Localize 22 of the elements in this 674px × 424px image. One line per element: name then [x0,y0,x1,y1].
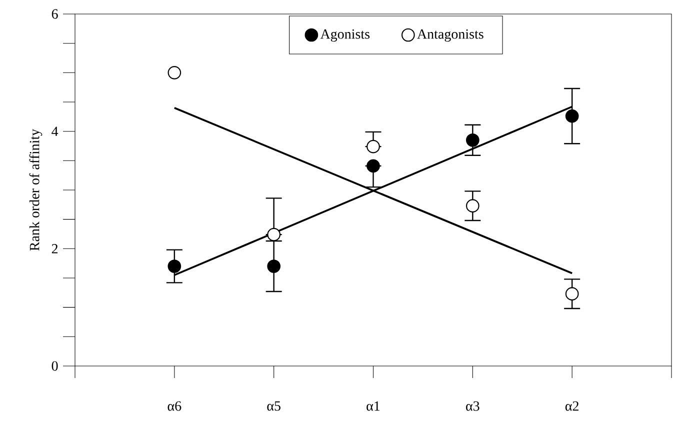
point [366,140,380,154]
x-tick-label: α1 [366,401,380,411]
y-axis-title: Rank order of affinity [29,128,42,251]
x-tick-label: α5 [267,401,280,411]
point [565,287,579,300]
legend-label: Antagonists [417,29,484,42]
x-tick-label: α3 [466,401,480,411]
point [466,199,480,213]
x-tick-label: α2 [565,401,578,411]
point [168,260,182,273]
y-tick-label: 4 [52,126,58,136]
y-tick-label: 6 [52,9,58,19]
point [366,159,380,173]
y-tick-label: 0 [52,361,58,371]
point [565,109,579,123]
point [267,260,281,273]
point [267,228,281,242]
y-tick-label: 2 [52,244,58,254]
legend-label: Agonists [320,29,370,42]
point [466,133,480,147]
point [168,66,182,80]
x-tick-label: α6 [168,401,182,411]
